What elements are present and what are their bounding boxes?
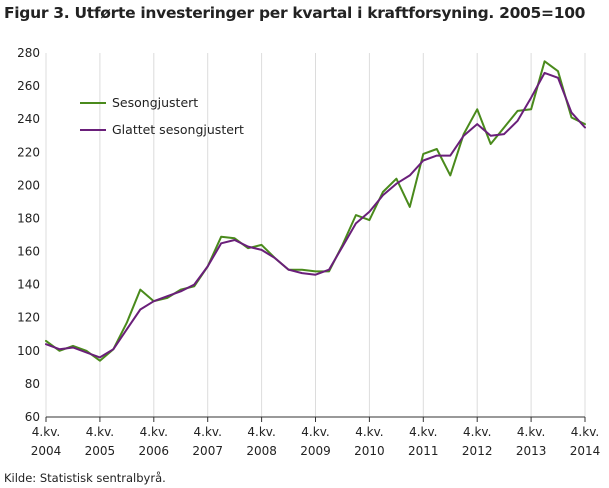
x-tick-label-year: 2008 xyxy=(246,444,277,458)
y-tick-label: 220 xyxy=(17,145,40,159)
x-tick-label-quarter: 4.kv. xyxy=(247,425,275,439)
legend-label: Sesongjustert xyxy=(112,95,198,110)
x-tick-label-quarter: 4.kv. xyxy=(32,425,60,439)
x-tick-label-year: 2004 xyxy=(31,444,62,458)
x-tick-label-year: 2009 xyxy=(300,444,331,458)
legend-label: Glattet sesongjustert xyxy=(112,122,244,137)
source-note: Kilde: Statistisk sentralbyrå. xyxy=(4,471,166,485)
x-tick-label-quarter: 4.kv. xyxy=(355,425,383,439)
y-tick-label: 140 xyxy=(17,278,40,292)
y-tick-label: 260 xyxy=(17,79,40,93)
x-tick-label-quarter: 4.kv. xyxy=(86,425,114,439)
y-tick-label: 240 xyxy=(17,112,40,126)
grid xyxy=(45,53,586,417)
x-tick-label-year: 2012 xyxy=(462,444,493,458)
series-line-2 xyxy=(45,71,586,359)
x-tick-label-year: 2013 xyxy=(516,444,547,458)
y-tick-label: 60 xyxy=(25,410,40,424)
series-line-1 xyxy=(45,60,586,362)
x-tick-label-year: 2010 xyxy=(354,444,385,458)
y-tick-label: 180 xyxy=(17,211,40,225)
y-tick-label: 100 xyxy=(17,344,40,358)
x-tick-label-year: 2011 xyxy=(408,444,439,458)
x-tick-label-quarter: 4.kv. xyxy=(463,425,491,439)
x-tick-label-year: 2007 xyxy=(192,444,223,458)
y-tick-label: 80 xyxy=(25,377,40,391)
x-tick-label-quarter: 4.kv. xyxy=(301,425,329,439)
y-tick-label: 200 xyxy=(17,178,40,192)
chart-title: Figur 3. Utførte investeringer per kvart… xyxy=(4,4,586,22)
y-tick-label: 120 xyxy=(17,311,40,325)
y-tick-label: 160 xyxy=(17,245,40,259)
series-lines xyxy=(45,60,586,362)
x-tick-label-quarter: 4.kv. xyxy=(140,425,168,439)
y-axis: 60 80 100 120 140 160 180 200 220 240 260 280 xyxy=(17,46,40,424)
legend: Sesongjustert Glattet sesongjustert xyxy=(80,95,244,137)
x-tick-label-year: 2014 xyxy=(570,444,601,458)
x-tick-label-year: 2006 xyxy=(139,444,170,458)
x-tick-label-year: 2005 xyxy=(85,444,116,458)
x-tick-label-quarter: 4.kv. xyxy=(194,425,222,439)
x-tick-label-quarter: 4.kv. xyxy=(409,425,437,439)
x-tick-label-quarter: 4.kv. xyxy=(571,425,599,439)
y-tick-label: 280 xyxy=(17,46,40,60)
x-axis: 4.kv. 2004 4.kv. 2005 4.kv. 2006 4.kv. 2007 4.kv… xyxy=(31,416,601,458)
x-tick-label-quarter: 4.kv. xyxy=(517,425,545,439)
